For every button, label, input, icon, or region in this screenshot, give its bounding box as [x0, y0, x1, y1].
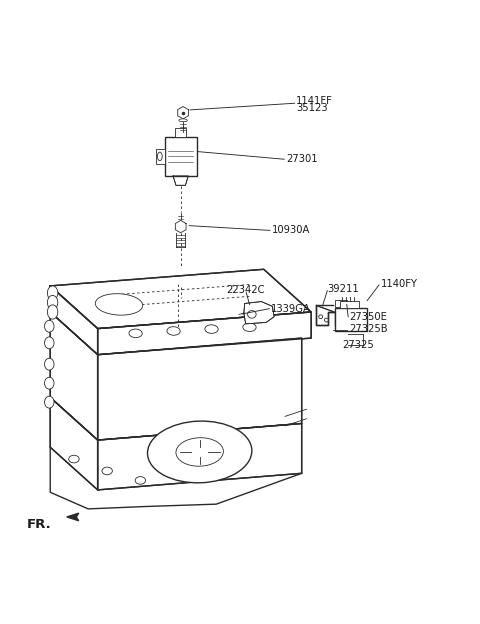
Ellipse shape: [157, 152, 162, 160]
Text: 27301: 27301: [286, 154, 318, 164]
Ellipse shape: [147, 421, 252, 483]
Bar: [335, 308, 367, 331]
Polygon shape: [175, 220, 186, 233]
Polygon shape: [50, 312, 97, 440]
Ellipse shape: [69, 456, 79, 463]
Ellipse shape: [48, 286, 58, 300]
Bar: [156, 149, 165, 164]
Ellipse shape: [45, 358, 54, 370]
Text: 10930A: 10930A: [272, 225, 310, 235]
Polygon shape: [97, 338, 301, 440]
Polygon shape: [50, 286, 97, 354]
Text: 39211: 39211: [327, 284, 359, 295]
Text: 1141FF: 1141FF: [296, 96, 333, 106]
Ellipse shape: [243, 323, 256, 331]
Ellipse shape: [179, 119, 187, 122]
Ellipse shape: [45, 378, 54, 389]
Ellipse shape: [45, 320, 54, 332]
Ellipse shape: [129, 329, 142, 338]
Bar: [175, 129, 186, 137]
Text: 27325: 27325: [342, 340, 374, 350]
Polygon shape: [178, 107, 189, 119]
Polygon shape: [316, 305, 335, 325]
Polygon shape: [67, 513, 79, 521]
Ellipse shape: [45, 337, 54, 349]
Text: 22342C: 22342C: [226, 285, 264, 295]
Polygon shape: [244, 301, 274, 324]
Ellipse shape: [167, 327, 180, 335]
Text: 27325B: 27325B: [349, 324, 388, 334]
Polygon shape: [97, 424, 301, 490]
Text: FR.: FR.: [26, 518, 51, 531]
Text: 27350E: 27350E: [349, 312, 387, 322]
Bar: [335, 300, 347, 307]
Ellipse shape: [45, 396, 54, 408]
Bar: [165, 137, 197, 176]
Ellipse shape: [102, 467, 112, 475]
Text: 1140FY: 1140FY: [381, 280, 418, 290]
Ellipse shape: [135, 477, 145, 484]
Text: 35123: 35123: [296, 103, 328, 113]
Ellipse shape: [324, 318, 328, 322]
Ellipse shape: [48, 305, 58, 319]
Ellipse shape: [248, 311, 256, 318]
Polygon shape: [50, 397, 97, 490]
Bar: [340, 301, 359, 308]
Polygon shape: [173, 176, 188, 185]
Polygon shape: [97, 312, 311, 354]
Ellipse shape: [96, 294, 143, 315]
Text: 1339GA: 1339GA: [271, 304, 311, 314]
Ellipse shape: [176, 437, 223, 466]
Ellipse shape: [319, 315, 323, 319]
Polygon shape: [50, 270, 311, 329]
Ellipse shape: [205, 325, 218, 333]
Ellipse shape: [48, 295, 58, 310]
